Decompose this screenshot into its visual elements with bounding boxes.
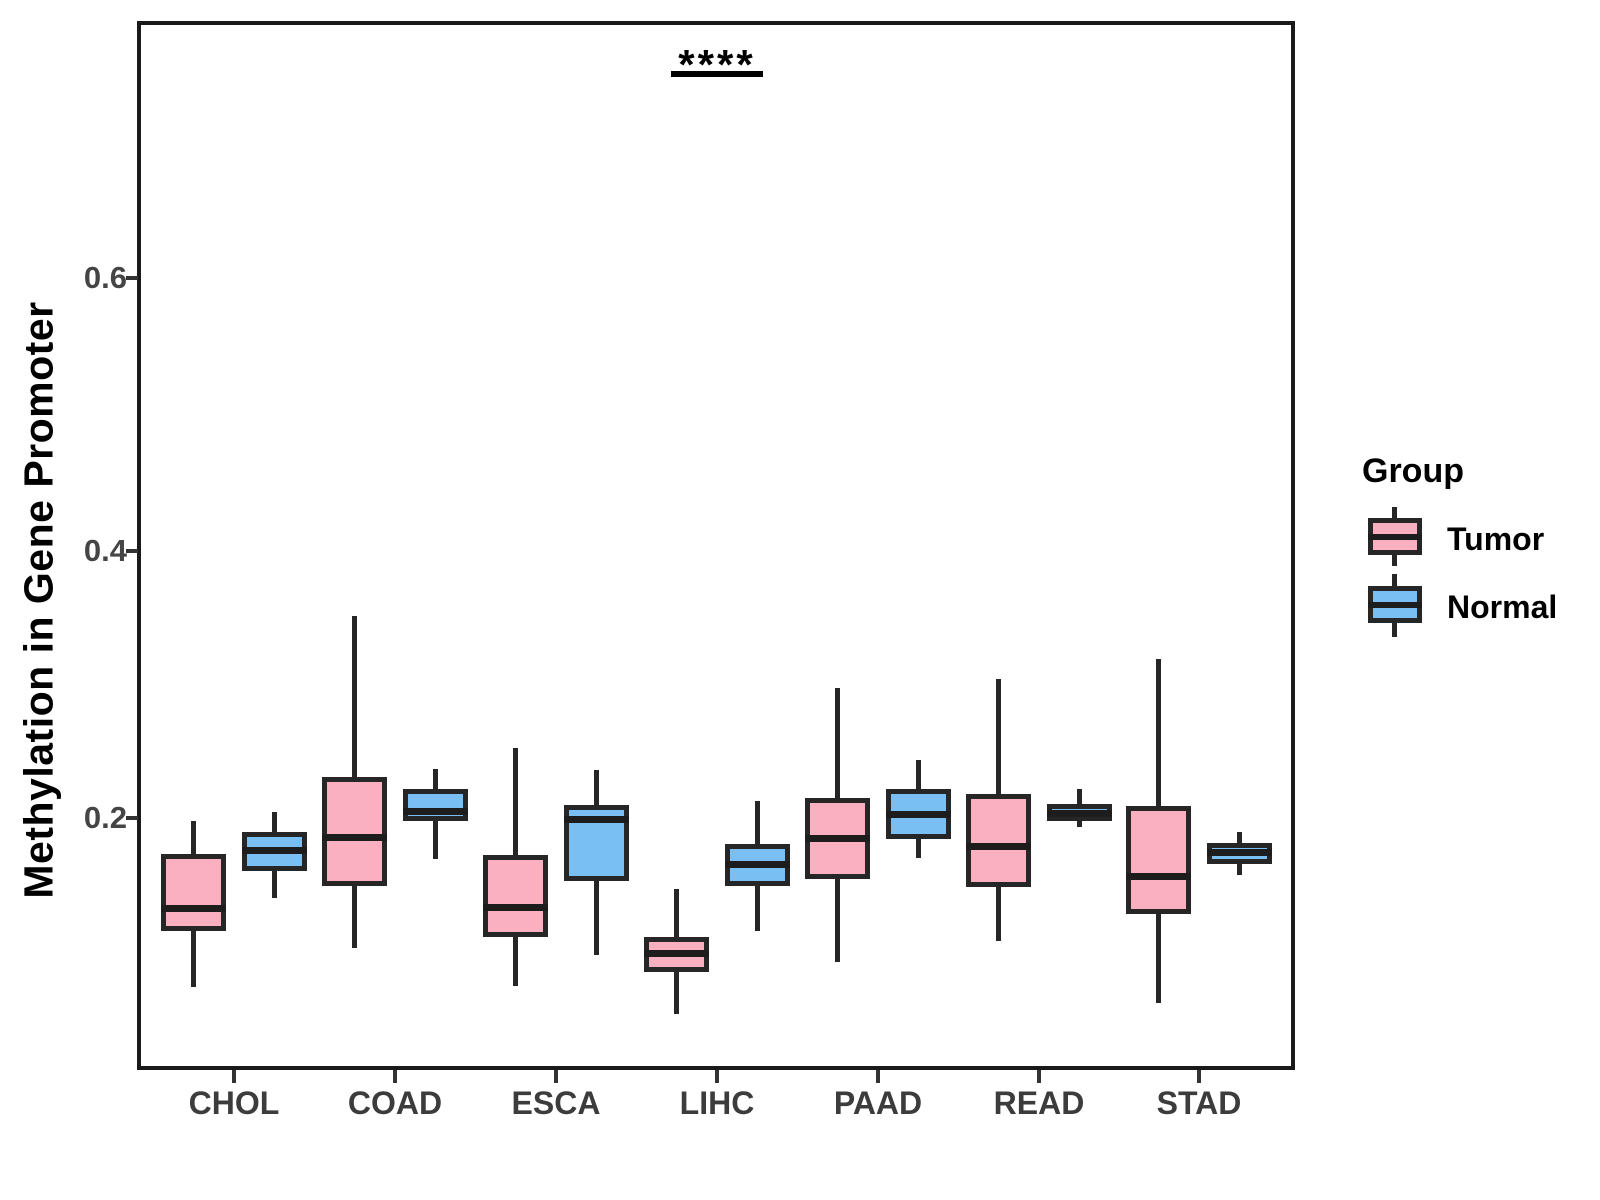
median-normal-chol bbox=[242, 847, 308, 855]
median-normal-read bbox=[1046, 809, 1112, 817]
legend-label-normal: Normal bbox=[1447, 589, 1558, 625]
x-tick-mark bbox=[554, 1070, 558, 1083]
legend-glyph-median-normal bbox=[1368, 602, 1422, 608]
median-tumor-lihc bbox=[643, 950, 709, 957]
median-tumor-esca bbox=[483, 904, 548, 912]
box-normal-coad bbox=[403, 788, 469, 822]
median-tumor-coad bbox=[322, 833, 388, 841]
box-tumor-stad bbox=[1126, 806, 1192, 915]
legend-title: Group bbox=[1362, 452, 1464, 490]
box-tumor-esca bbox=[483, 854, 548, 938]
x-tick-label-esca: ESCA bbox=[511, 1085, 601, 1121]
significance-stars: **** bbox=[678, 41, 756, 88]
y-tick-label: 0.6 bbox=[83, 260, 127, 295]
x-tick-label-stad: STAD bbox=[1156, 1085, 1242, 1121]
x-tick-label-lihc: LIHC bbox=[679, 1085, 755, 1121]
box-tumor-coad bbox=[322, 776, 388, 886]
x-tick-mark bbox=[1037, 1070, 1041, 1083]
y-tick-label: 0.2 bbox=[83, 800, 127, 835]
median-tumor-stad bbox=[1126, 873, 1192, 881]
median-normal-paad bbox=[885, 810, 951, 818]
median-normal-coad bbox=[403, 808, 469, 816]
x-tick-label-paad: PAAD bbox=[833, 1085, 923, 1121]
median-tumor-read bbox=[965, 843, 1031, 851]
y-tick-mark bbox=[126, 276, 138, 280]
median-normal-lihc bbox=[724, 860, 790, 868]
y-tick-label: 0.4 bbox=[83, 533, 127, 568]
median-normal-stad bbox=[1207, 848, 1273, 856]
box-tumor-chol bbox=[161, 853, 227, 931]
x-tick-mark bbox=[232, 1070, 236, 1083]
x-tick-mark bbox=[393, 1070, 397, 1083]
legend-label-tumor: Tumor bbox=[1447, 521, 1545, 557]
x-tick-label-chol: CHOL bbox=[188, 1085, 280, 1121]
median-tumor-chol bbox=[161, 905, 227, 913]
y-tick-mark bbox=[126, 816, 138, 820]
box-tumor-read bbox=[965, 794, 1031, 888]
y-tick-mark bbox=[126, 549, 138, 553]
x-tick-mark bbox=[1197, 1070, 1201, 1083]
significance-underline bbox=[671, 71, 763, 77]
median-normal-esca bbox=[564, 816, 629, 824]
x-tick-label-coad: COAD bbox=[347, 1085, 443, 1121]
plot-panel bbox=[137, 21, 1295, 1070]
legend-glyph-median-tumor bbox=[1368, 534, 1422, 540]
x-tick-mark bbox=[715, 1070, 719, 1083]
x-tick-label-read: READ bbox=[993, 1085, 1085, 1121]
median-tumor-paad bbox=[804, 835, 870, 843]
x-tick-mark bbox=[876, 1070, 880, 1083]
